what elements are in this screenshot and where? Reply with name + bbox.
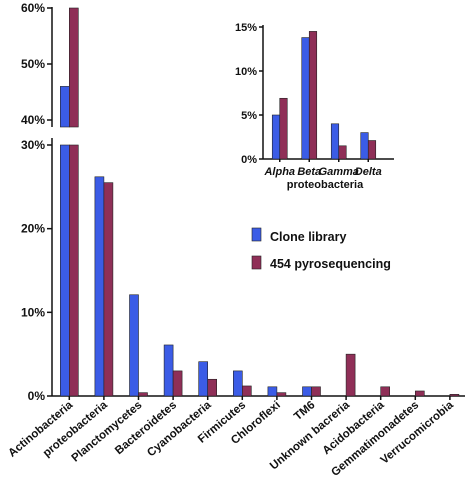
y-tick-label: 0% <box>28 389 46 403</box>
inset-category-label: Beta <box>297 166 321 178</box>
bar-bacteroidetes-clone-library <box>163 344 174 397</box>
inset-bar-gamma-454-pyrosequencing <box>338 145 347 160</box>
inset-y-tick-label: 5% <box>241 110 257 122</box>
bar-firmicutes-454-pyrosequencing <box>242 385 252 397</box>
bar-actinobacteria-454-pyrosequencing-upper <box>69 7 79 128</box>
bar-planctomycetes-clone-library <box>129 294 139 397</box>
inset-x-axis-title: proteobacteria <box>287 179 364 191</box>
main-chart-axes: 0% 10% 20% 30% 40% 50% 60% <box>21 1 465 403</box>
bar-gemmatimonadetes-454-pyrosequencing <box>414 390 425 397</box>
y-tick-label: 30% <box>21 138 45 152</box>
y-tick-label: 10% <box>21 305 45 319</box>
inset-bar-beta-clone-library <box>301 37 310 160</box>
inset-category-label: Gamma <box>319 166 359 178</box>
bar-actinobacteria-clone-library-lower <box>59 144 70 397</box>
y-tick-label: 60% <box>21 1 45 15</box>
inset-bar-delta-clone-library <box>360 132 369 160</box>
y-tick-label: 20% <box>21 222 45 236</box>
x-category-label: TM6 <box>292 399 317 423</box>
chart-legend: Clone library 454 pyrosequencing <box>251 227 391 271</box>
bar-chloroflexi-clone-library <box>267 386 278 397</box>
inset-bar-alpha-clone-library <box>271 114 281 160</box>
bar-bacteroidetes-454-pyrosequencing <box>172 370 183 397</box>
bar-firmicutes-clone-library <box>233 370 243 397</box>
main-chart-bars <box>59 7 460 397</box>
bar-cyanobacteria-clone-library <box>198 361 208 397</box>
bar-actinobacteria-clone-library-upper <box>59 86 70 128</box>
bar-tm6-454-pyrosequencing <box>311 386 321 397</box>
legend-swatch-clone-library <box>251 227 262 242</box>
bar-verrucomicrobia-454-pyrosequencing <box>449 394 460 397</box>
bar-actinobacteria-454-pyrosequencing-lower <box>69 144 79 397</box>
main-chart-category-labels: ActinobacteriaproteobacteriaPlanctomycet… <box>6 396 456 479</box>
bar-proteobacteria-454-pyrosequencing <box>103 182 114 397</box>
inset-bar-alpha-454-pyrosequencing <box>279 97 288 160</box>
inset-category-label: Delta <box>355 166 382 178</box>
bar-acidobacteria-454-pyrosequencing <box>380 386 391 397</box>
bar-cyanobacteria-454-pyrosequencing <box>207 378 217 397</box>
bar-chloroflexi-454-pyrosequencing <box>276 392 287 397</box>
inset-y-tick-label: 10% <box>235 66 257 78</box>
legend-swatch-454-pyrosequencing <box>251 255 262 270</box>
legend-label-clone-library: Clone library <box>270 230 346 244</box>
y-tick-label: 50% <box>21 57 45 71</box>
bar-unknown-bacreria-454-pyrosequencing <box>345 353 356 397</box>
inset-bar-delta-454-pyrosequencing <box>367 140 377 160</box>
inset-y-tick-label: 0% <box>241 154 257 166</box>
inset-y-tick-label: 15% <box>235 22 257 34</box>
inset-bar-gamma-clone-library <box>330 123 340 160</box>
legend-label-454-pyrosequencing: 454 pyrosequencing <box>270 257 391 271</box>
proteobacteria-inset-chart: 0% 5% 10% 15% Alpha BetaGammaDeltaproteobacte… <box>235 22 394 191</box>
bar-planctomycetes-454-pyrosequencing <box>138 392 148 397</box>
inset-category-label: Alpha <box>263 166 295 178</box>
bar-tm6-clone-library <box>302 386 312 397</box>
y-tick-label: 40% <box>21 113 45 127</box>
bar-proteobacteria-clone-library <box>94 176 105 397</box>
inset-bar-beta-454-pyrosequencing <box>308 31 318 160</box>
